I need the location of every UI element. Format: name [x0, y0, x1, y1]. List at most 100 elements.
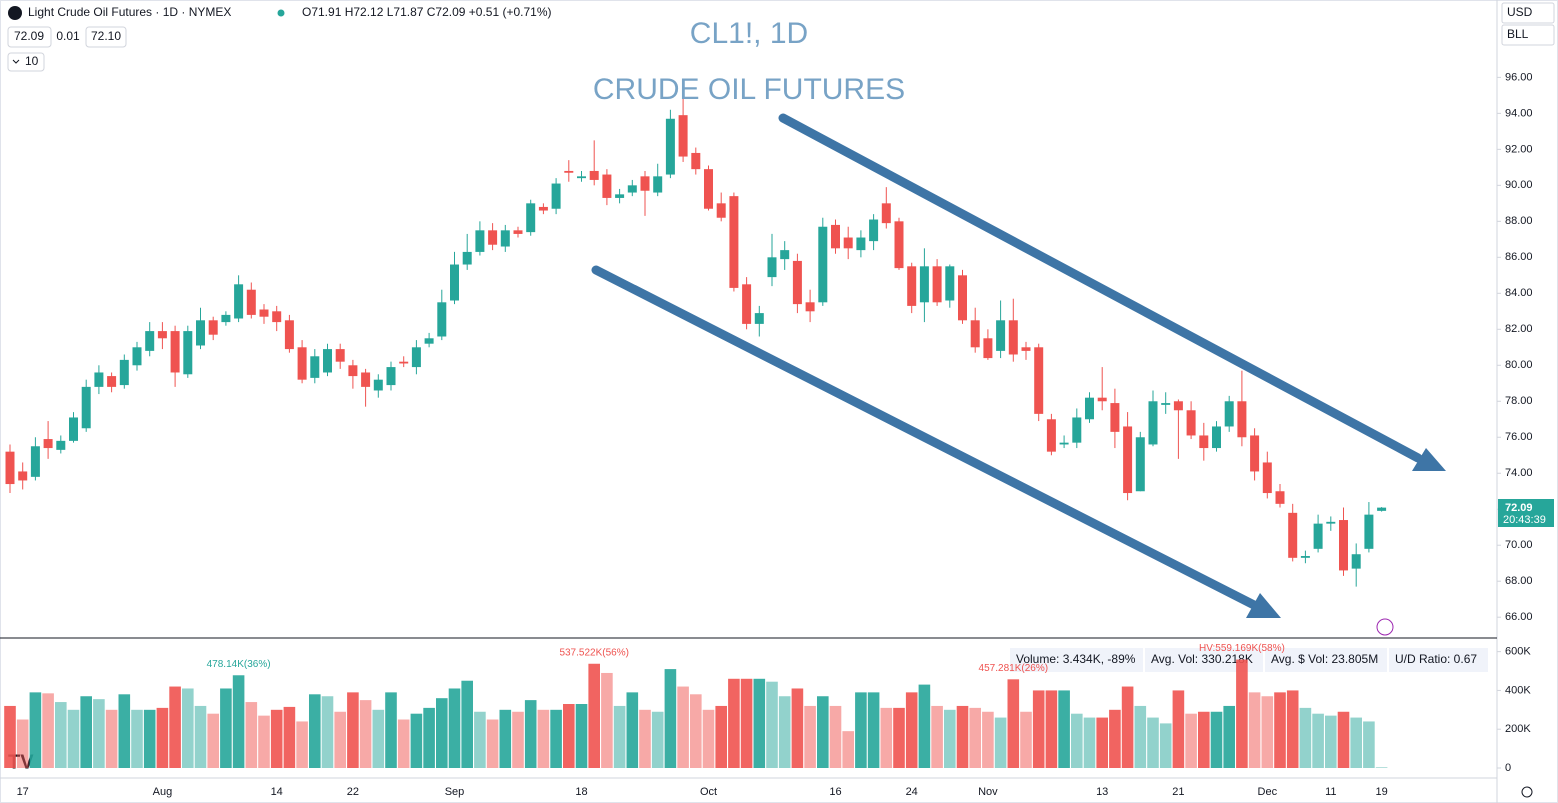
x-tick-label: 22 [347, 786, 359, 798]
indicator-count[interactable]: 10 [25, 54, 39, 68]
y-tick-label: 78.00 [1505, 395, 1533, 407]
candle-body [919, 266, 929, 303]
volume-bar [664, 669, 677, 768]
volume-bar [613, 705, 626, 768]
volume-bar [1071, 713, 1083, 768]
volume-bar [601, 672, 613, 768]
candle-body [1161, 403, 1171, 405]
candle-body [881, 203, 891, 224]
unit-button[interactable] [1501, 24, 1555, 46]
candle-body [996, 320, 1006, 351]
candle-body [564, 170, 574, 173]
bid-price[interactable]: 72.09 [14, 29, 44, 43]
volume-bar [347, 692, 359, 768]
legend-box [1265, 648, 1387, 672]
candle-body [170, 331, 180, 373]
candle-body [259, 309, 269, 317]
candle-body [500, 230, 510, 247]
candle-body [958, 275, 967, 321]
candle-body [615, 194, 625, 198]
volume-bar [931, 705, 943, 768]
candle-body [323, 349, 332, 373]
candle-body [246, 289, 256, 315]
collapse-button[interactable] [7, 52, 45, 72]
candle-body [1034, 347, 1044, 414]
y-tick-label: 80.00 [1505, 359, 1533, 371]
volume-bar [1185, 713, 1197, 768]
candle-body [335, 349, 345, 362]
volume-bar [867, 692, 880, 768]
volume-bar [778, 696, 791, 768]
x-tick-label: 24 [906, 786, 918, 798]
volume-bar [1109, 709, 1121, 768]
countdown: 20:43:39 [1503, 514, 1546, 526]
volume-bar [994, 717, 1007, 768]
y-tick-label: 94.00 [1505, 107, 1533, 119]
candle-body [1326, 521, 1336, 524]
trend-arrows [591, 113, 1446, 618]
candle-body [208, 320, 218, 335]
volume-label: HV:559.169K(58%) [1199, 643, 1285, 654]
settings-icon[interactable] [1521, 786, 1533, 798]
volume-bar [1210, 711, 1223, 768]
candle-body [69, 417, 78, 441]
ask-price[interactable]: 72.10 [91, 29, 121, 43]
buy-button[interactable] [85, 26, 127, 48]
volume-bar [804, 705, 816, 768]
alert-icon[interactable] [1376, 618, 1394, 636]
volume-tick-label: 600K [1505, 646, 1531, 658]
candle-body [399, 361, 409, 364]
volume-bar [829, 705, 842, 768]
volume-bar [258, 715, 270, 768]
volume-bar [1134, 705, 1147, 768]
volume-bar [791, 688, 804, 768]
symbol-logo[interactable] [8, 6, 22, 20]
symbol-title[interactable]: Light Crude Oil Futures · 1D · NYMEX [28, 5, 231, 19]
candle-body [538, 206, 548, 211]
candle-body [1339, 520, 1348, 571]
volume-bar [270, 709, 283, 768]
volume-tick-label: 0 [1505, 762, 1511, 774]
candle-body [792, 260, 802, 305]
x-tick-label: 13 [1096, 786, 1108, 798]
candle-body [30, 446, 40, 477]
volume-bar [639, 709, 651, 768]
candle-body [983, 338, 993, 359]
unit[interactable]: BLL [1507, 27, 1529, 41]
volume-bar [182, 688, 194, 768]
arrow-head [1412, 448, 1446, 471]
volume-label: 478.14K(36%) [207, 659, 271, 670]
candle-body [94, 372, 104, 387]
candle-body [742, 284, 752, 324]
x-tick-label: 16 [829, 786, 841, 798]
volume-label: 457.281K(26%) [979, 663, 1049, 674]
volume-bar [1045, 690, 1058, 768]
candle-body [348, 365, 358, 377]
candle-body [1085, 397, 1094, 420]
y-tick-label: 86.00 [1505, 251, 1533, 263]
sell-button[interactable] [7, 26, 52, 48]
ohlc-values: O71.91 H72.12 L71.87 C72.09 +0.51 (+0.71… [302, 5, 552, 19]
volume-bar [715, 705, 727, 768]
candle-body [1021, 347, 1031, 351]
candle-body [272, 311, 282, 323]
currency-button[interactable] [1501, 2, 1555, 24]
volume-bar [1096, 717, 1108, 768]
candle-body [932, 266, 942, 303]
candle-body [805, 302, 815, 312]
candle-body [119, 359, 129, 386]
volume-bar [1198, 711, 1210, 768]
candle-body [437, 302, 447, 337]
volume-bar [1083, 717, 1096, 768]
volume-bar [1020, 711, 1032, 768]
volume-bar [969, 707, 981, 768]
volume-bar [296, 721, 308, 768]
volume-bar [499, 709, 512, 768]
volume-bar [550, 709, 562, 768]
candle-body [551, 183, 561, 209]
currency[interactable]: USD [1507, 5, 1533, 19]
volume-bar [855, 692, 867, 768]
candle-body [818, 226, 828, 303]
candle-body [526, 203, 536, 233]
